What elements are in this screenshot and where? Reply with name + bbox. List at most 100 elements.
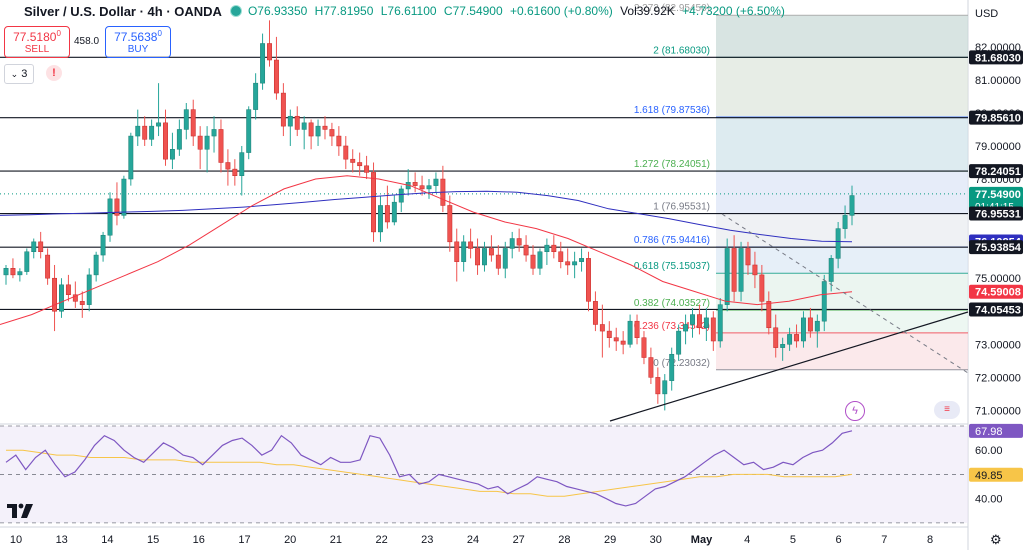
candle-body (294, 115, 300, 130)
ascending-trendline (609, 311, 969, 422)
time-tick-label: 5 (790, 534, 796, 546)
fib-level-label: 2 (81.68030) (653, 45, 710, 56)
candle-body (780, 344, 786, 348)
candle-body (572, 261, 578, 266)
symbol-title[interactable]: Silver / U.S. Dollar · 4h · OANDA (24, 3, 222, 19)
candle-body (683, 324, 689, 332)
candle-body (149, 125, 155, 140)
candle-body (724, 248, 730, 305)
candle-body (620, 340, 626, 345)
spread-value: 458.0 (74, 36, 100, 47)
market-status-icon (229, 5, 242, 17)
us-flag-icon[interactable]: ≡ (934, 401, 960, 419)
alert-icon[interactable]: ! (46, 65, 62, 81)
candle-body (371, 172, 376, 233)
candle-body (502, 248, 508, 269)
candle-body (634, 320, 640, 338)
candle-body (163, 122, 168, 160)
candle-body (322, 125, 328, 130)
candle-body (565, 261, 571, 266)
time-tick-label: 23 (421, 534, 433, 546)
price-tick-label: 71.00000 (975, 405, 1021, 417)
rsi-ma-current-label: 49.85 (975, 470, 1003, 482)
candle-body (821, 281, 827, 322)
candle-body (10, 268, 16, 276)
candle-body (613, 337, 619, 342)
candle-body (343, 145, 349, 160)
candle-body (273, 59, 279, 94)
candle-body (787, 334, 793, 345)
fib-zone (716, 57, 968, 118)
price-label-box (969, 240, 1023, 255)
fib-zone (716, 117, 968, 172)
tradingview-logo-icon (7, 503, 33, 518)
candle-body (225, 162, 231, 170)
candle-body (218, 129, 224, 163)
time-tick-label: 10 (10, 534, 22, 546)
candle-body (412, 182, 418, 186)
high-value: H77.81950 (314, 4, 374, 18)
candle-body (759, 274, 765, 302)
candle-body (169, 149, 175, 160)
candle-body (308, 122, 314, 137)
candle-body (599, 324, 605, 332)
candle-body (419, 185, 425, 190)
sell-button[interactable]: 77.51800 SELL (4, 26, 70, 58)
candle-body (586, 258, 591, 302)
fib-level-label: 0 (72.23032) (653, 358, 710, 369)
price-tick-label: 79.00000 (975, 141, 1021, 153)
candle-body (648, 357, 654, 378)
candle-body (773, 327, 779, 348)
candle-body (606, 330, 612, 338)
buy-button[interactable]: 77.56380 BUY (105, 26, 171, 58)
candle-body (703, 317, 709, 329)
candle-body (17, 271, 23, 276)
candle-body (142, 125, 148, 140)
candle-body (475, 248, 480, 266)
lightning-icon[interactable]: ϟ (845, 401, 865, 421)
time-tick-label: 4 (744, 534, 750, 546)
candle-body (59, 284, 64, 312)
candle-body (280, 92, 286, 127)
candle-body (676, 330, 682, 355)
rsi-current-box (969, 423, 1023, 438)
rsi-ma-current-box (969, 467, 1023, 482)
candle-body (717, 304, 723, 342)
candle-body (287, 115, 293, 127)
indicators-toggle[interactable]: ⌄ 3 (4, 64, 34, 84)
price-label-box (969, 302, 1023, 317)
candle-body (378, 205, 383, 233)
candle-body (364, 165, 370, 173)
gear-icon[interactable]: ⚙ (990, 532, 1002, 547)
time-tick-label: 24 (467, 534, 479, 546)
candle-body (384, 205, 390, 223)
time-tick-label: 27 (513, 534, 525, 546)
candle-body (135, 125, 141, 137)
candle-body (38, 241, 44, 253)
price-label-box (969, 110, 1023, 125)
volume-value: Vol39.92K (620, 4, 675, 18)
candle-body (52, 277, 57, 312)
candle-body (814, 320, 820, 332)
candle-body (447, 205, 453, 243)
fib-level-label: 0.382 (74.03527) (634, 298, 710, 309)
price-label: 74.05453 (975, 304, 1021, 316)
candle-body (72, 294, 78, 302)
candle-body (828, 258, 834, 282)
candle-body (301, 122, 307, 130)
candle-body (93, 254, 99, 276)
rsi-current-label: 67.98 (975, 426, 1003, 438)
fib-level-label: 1.272 (78.24051) (634, 159, 710, 170)
candle-body (488, 248, 494, 256)
low-value: L76.61100 (380, 4, 437, 18)
candle-body (176, 129, 182, 150)
open-value: O76.93350 (247, 4, 308, 18)
buy-label: BUY (127, 44, 149, 55)
time-tick-label: 7 (881, 534, 887, 546)
price-label: 78.24051 (975, 166, 1021, 178)
candle-body (690, 314, 695, 325)
time-tick-label: 30 (650, 534, 662, 546)
candle-body (315, 125, 321, 137)
sma-long-line (0, 190, 853, 243)
